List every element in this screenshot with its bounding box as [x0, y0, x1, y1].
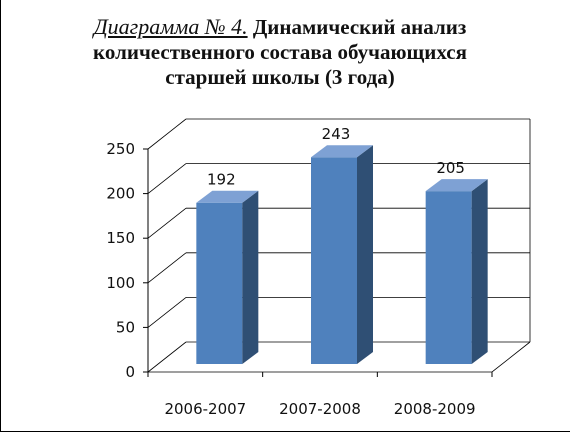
y-tick-label: 0	[125, 363, 135, 381]
y-tick-label: 250	[106, 140, 135, 158]
bar	[196, 202, 243, 364]
gridline-depth	[147, 252, 187, 284]
data-label: 243	[322, 125, 351, 143]
x-category-label: 2008-2009	[394, 400, 476, 418]
y-tick-label: 50	[116, 318, 135, 336]
y-tick-label: 150	[106, 229, 135, 247]
chart-title-text: Динамический анализ количественного сост…	[93, 15, 467, 89]
bar-side	[471, 179, 488, 364]
x-category-label: 2006-2007	[164, 400, 246, 418]
y-tick-label: 200	[106, 185, 135, 203]
gridline-depth	[147, 118, 187, 150]
bar	[425, 191, 472, 364]
y-tick-label: 100	[106, 274, 135, 292]
bar-side	[242, 190, 259, 364]
bar	[311, 157, 357, 364]
chart-title: Диаграмма № 4. Динамический анализ колич…	[60, 14, 500, 90]
data-label: 205	[436, 159, 465, 177]
gridline-depth	[147, 163, 187, 194]
bar-top	[311, 145, 373, 158]
x-category-label: 2007-2008	[279, 400, 361, 418]
data-label: 192	[207, 171, 236, 189]
bar-side	[357, 145, 373, 364]
gridline-depth	[147, 297, 187, 328]
gridline-depth	[147, 207, 187, 239]
chart-title-prefix: Диаграмма № 4.	[93, 14, 248, 39]
gridline-depth	[147, 341, 187, 373]
bar-top	[196, 190, 259, 203]
bar-top	[425, 179, 488, 192]
